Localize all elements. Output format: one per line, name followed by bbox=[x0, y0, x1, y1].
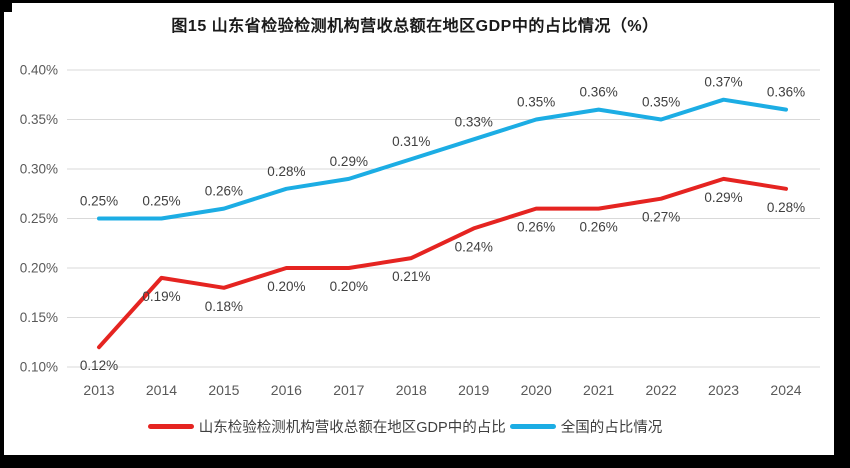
series-line-national[interactable] bbox=[97, 97, 788, 221]
data-label: 0.35% bbox=[642, 95, 680, 110]
x-tick-label: 2020 bbox=[521, 382, 552, 398]
data-label: 0.20% bbox=[267, 279, 305, 294]
data-label: 0.20% bbox=[330, 279, 368, 294]
data-label: 0.27% bbox=[642, 210, 680, 225]
y-tick-label: 0.20% bbox=[20, 261, 58, 276]
x-tick-label: 2013 bbox=[83, 382, 114, 398]
data-label: 0.12% bbox=[80, 358, 118, 373]
scan-border-bottom bbox=[0, 455, 850, 468]
data-label: 0.21% bbox=[392, 269, 430, 284]
x-tick-label: 2016 bbox=[271, 382, 302, 398]
data-label: 0.26% bbox=[205, 184, 243, 199]
data-label: 0.25% bbox=[80, 194, 118, 209]
legend-item-shandong[interactable]: 山东检验检测机构营收总额在地区GDP中的占比 bbox=[147, 416, 506, 437]
x-tick-label: 2021 bbox=[583, 382, 614, 398]
scan-border-right bbox=[834, 0, 850, 468]
chart-title: 图15 山东省检验检测机构营收总额在地区GDP中的占比情况（%） bbox=[171, 18, 659, 35]
data-label: 0.29% bbox=[704, 190, 742, 205]
x-tick-label: 2015 bbox=[208, 382, 239, 398]
data-label: 0.29% bbox=[330, 154, 368, 169]
scan-border-corner bbox=[0, 0, 12, 12]
data-label: 0.28% bbox=[767, 200, 805, 215]
x-tick-label: 2014 bbox=[146, 382, 177, 398]
x-tick-label: 2023 bbox=[708, 382, 739, 398]
data-label: 0.36% bbox=[767, 85, 805, 100]
x-tick-label: 2024 bbox=[770, 382, 801, 398]
legend-item-national[interactable]: 全国的占比情况 bbox=[509, 416, 663, 437]
series-line-shandong[interactable] bbox=[97, 176, 788, 350]
data-label: 0.37% bbox=[704, 75, 742, 90]
data-label: 0.33% bbox=[455, 114, 493, 129]
y-tick-label: 0.30% bbox=[20, 162, 58, 177]
legend-swatch-red-line bbox=[147, 424, 194, 429]
y-tick-label: 0.25% bbox=[20, 211, 58, 226]
data-label: 0.35% bbox=[517, 95, 555, 110]
data-label: 0.28% bbox=[267, 164, 305, 179]
x-tick-label: 2022 bbox=[646, 382, 677, 398]
data-label: 0.26% bbox=[517, 220, 555, 235]
legend-label-national: 全国的占比情况 bbox=[560, 420, 663, 436]
y-tick-label: 0.40% bbox=[20, 63, 58, 78]
data-label: 0.31% bbox=[392, 134, 430, 149]
scan-border-left bbox=[0, 0, 4, 468]
data-label: 0.24% bbox=[455, 239, 493, 254]
data-label: 0.25% bbox=[142, 194, 180, 209]
x-tick-label: 2017 bbox=[333, 382, 364, 398]
legend-swatch-blue-line bbox=[509, 424, 556, 429]
data-label: 0.18% bbox=[205, 299, 243, 314]
x-tick-label: 2019 bbox=[458, 382, 489, 398]
y-tick-label: 0.15% bbox=[20, 310, 58, 325]
legend-label-shandong: 山东检验检测机构营收总额在地区GDP中的占比 bbox=[198, 420, 506, 436]
x-tick-label: 2018 bbox=[396, 382, 427, 398]
data-label: 0.36% bbox=[579, 85, 617, 100]
data-label: 0.26% bbox=[579, 220, 617, 235]
y-tick-label: 0.35% bbox=[20, 112, 58, 127]
y-tick-label: 0.10% bbox=[20, 360, 58, 375]
chart-legend: 山东检验检测机构营收总额在地区GDP中的占比 全国的占比情况 bbox=[0, 416, 810, 437]
scan-border-top bbox=[0, 0, 850, 3]
data-label: 0.19% bbox=[142, 289, 180, 304]
